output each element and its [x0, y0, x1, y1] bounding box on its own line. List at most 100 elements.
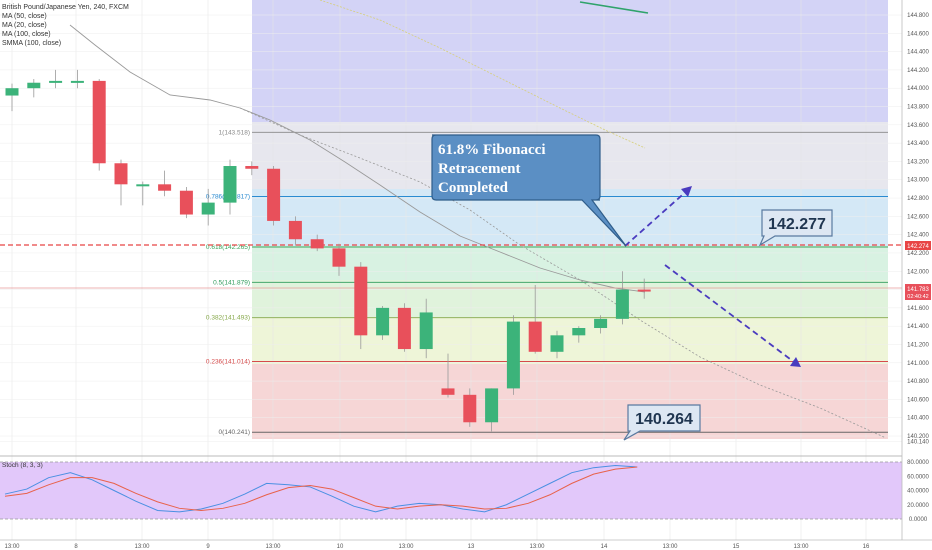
callout-line-1: 61.8% Fibonacci: [438, 142, 546, 158]
fib-label: 0.382(141.493): [206, 315, 250, 322]
candle-up: [572, 328, 586, 336]
level-low-text: 140.264: [635, 411, 693, 428]
candle-down: [288, 220, 302, 240]
candle-up: [506, 321, 520, 389]
price-axis-label: 142.000: [907, 269, 929, 275]
candle-down: [528, 321, 542, 352]
fib-label: 0.5(141.879): [213, 279, 250, 286]
callout-line-2: Retracement: [438, 161, 520, 177]
stoch-axis-label: 20.0000: [907, 503, 929, 509]
legend-symbol: British Pound/Japanese Yen, 240, FXCM: [2, 4, 129, 11]
level-high-box: [758, 209, 833, 247]
price-axis: 144.800 144.600 144.400 144.200 144.000 143.8…: [901, 0, 932, 540]
level-high-text: 142.277: [768, 216, 826, 233]
fibonacci-callout[interactable]: 61.8% Fibonacci Retracement Completed: [431, 134, 627, 247]
candle-down: [637, 289, 651, 292]
arrow-up-head: [681, 186, 692, 197]
time-axis-label: 8: [74, 544, 78, 550]
current-price-tag: [905, 284, 931, 300]
candle-up: [49, 80, 63, 83]
price-axis-bg: [902, 0, 932, 540]
candle-up: [376, 307, 390, 336]
price-axis-label: 143.000: [907, 178, 929, 184]
candle-down: [158, 184, 172, 191]
candle-down: [354, 266, 368, 336]
time-axis-label: 13:00: [662, 544, 678, 550]
price-axis-label: 144.800: [907, 13, 929, 19]
candle-down: [310, 239, 324, 249]
price-axis-label: 144.000: [907, 86, 929, 92]
legend-ma100: MA (100, close): [2, 31, 51, 38]
grid-lines: [0, 0, 902, 540]
legend-smma: SMMA (100, close): [2, 40, 61, 47]
level-low-annotation[interactable]: 140.264: [623, 404, 701, 441]
arrow-up-line: [624, 187, 691, 247]
time-axis-label: 13:00: [529, 544, 545, 550]
legend-ma20: MA (20, close): [2, 22, 47, 29]
stoch-axis-labels: 80.0000 60.0000 40.0000 20.0000 0.0000: [907, 460, 929, 523]
fib-label: 0(140.241): [219, 429, 250, 436]
candle-up: [70, 80, 84, 83]
price-axis-label: 140.140: [907, 439, 929, 445]
price-axis-label: 144.400: [907, 50, 929, 56]
stoch-axis-label: 0.0000: [909, 517, 928, 523]
price-axis-label: 142.400: [907, 233, 929, 239]
candles: [5, 69, 651, 432]
moving-averages: [69, 0, 887, 439]
time-axis-label: 14: [601, 544, 608, 550]
fib-label: 0.236(141.014): [206, 359, 250, 366]
candle-up: [419, 312, 433, 350]
price-axis-label: 144.200: [907, 68, 929, 74]
ma-line-dotted: [239, 107, 887, 439]
candle-down: [92, 80, 106, 164]
legend: British Pound/Japanese Yen, 240, FXCM MA…: [2, 4, 129, 47]
price-axis-label: 143.600: [907, 123, 929, 129]
fib-zone-top: [252, 0, 888, 122]
time-axis: 13:00 8 13:00 9 13:00 10 13:00 13 13:00 14 13:00 15…: [0, 539, 932, 550]
level-low-box: [623, 404, 701, 441]
fib-label: 0.618(142.265): [206, 244, 250, 251]
candle-down: [179, 190, 193, 215]
candle-up: [201, 202, 215, 215]
fib-zone-0618-05: [252, 246, 888, 280]
time-axis-label: 10: [337, 544, 344, 550]
price-axis-label: 140.400: [907, 416, 929, 422]
stoch-axis-label: 80.0000: [907, 460, 929, 466]
time-axis-label: 13: [468, 544, 475, 550]
time-axis-label: 13:00: [793, 544, 809, 550]
red-line-tag-text: 142.274: [907, 244, 929, 250]
time-axis-label: 13:00: [398, 544, 414, 550]
price-axis-label: 140.200: [907, 434, 929, 440]
fib-label: 1(143.518): [219, 129, 250, 136]
stoch-label: Stoch (8, 3, 3): [2, 462, 43, 469]
stoch-axis-label: 60.0000: [907, 474, 929, 480]
price-axis-label: 141.000: [907, 361, 929, 367]
candle-down: [332, 248, 346, 267]
time-axis-label: 13:00: [134, 544, 150, 550]
price-axis-label: 141.600: [907, 306, 929, 312]
candle-up: [5, 88, 19, 96]
price-axis-label: 140.600: [907, 397, 929, 403]
candle-up: [223, 166, 237, 203]
price-axis-label: 142.600: [907, 214, 929, 220]
stochastic-pane: Stoch (8, 3, 3): [0, 461, 902, 520]
candle-down: [463, 394, 477, 423]
stoch-k-line: [4, 465, 638, 513]
ma-line-yellow: [319, 0, 646, 149]
candle-down: [267, 168, 281, 221]
fib-zone-0236-0: [252, 364, 888, 439]
level-high-annotation[interactable]: 142.277: [758, 209, 833, 247]
candle-up: [27, 82, 41, 89]
candle-down: [114, 163, 128, 185]
time-axis-label: 13:00: [265, 544, 281, 550]
candle-down: [441, 388, 455, 395]
legend-ma50: MA (50, close): [2, 13, 47, 20]
current-price-text: 141.783: [907, 287, 929, 293]
red-line-tag: [905, 241, 931, 250]
countdown-text: 02:40:42: [907, 294, 928, 300]
price-axis-label: 141.200: [907, 342, 929, 348]
time-axis-label: 13:00: [4, 544, 20, 550]
candle-up: [485, 388, 499, 423]
candle-up: [550, 335, 564, 352]
